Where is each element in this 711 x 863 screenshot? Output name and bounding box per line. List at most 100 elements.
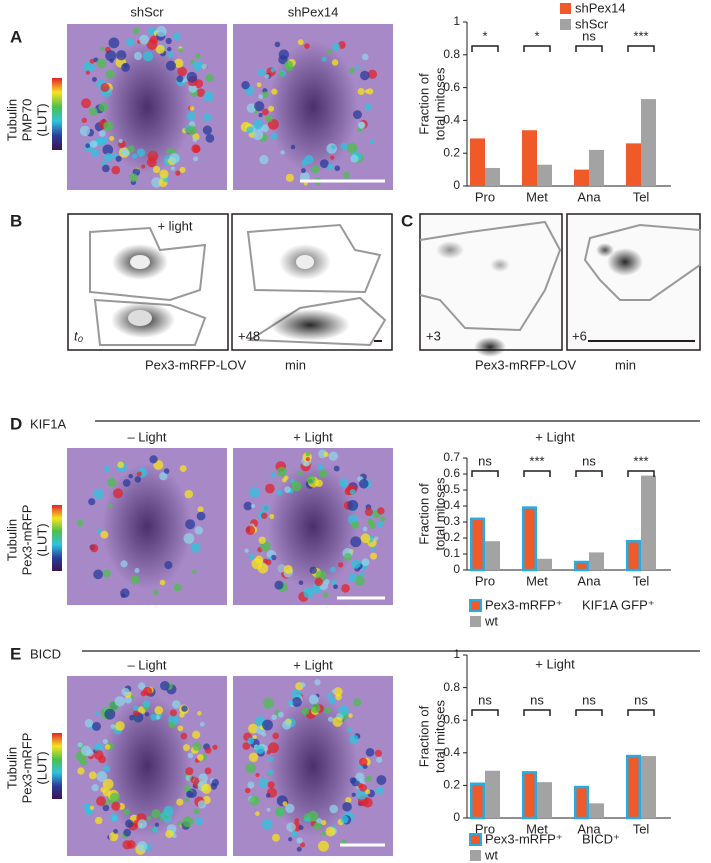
signal-spot bbox=[199, 721, 205, 727]
signal-spot bbox=[96, 528, 102, 534]
signal-spot bbox=[102, 144, 114, 156]
signal-spot bbox=[279, 71, 284, 77]
signal-spot bbox=[164, 561, 173, 570]
y-tick-label: 0.8 bbox=[443, 680, 460, 694]
y-axis-label: Fraction of bbox=[416, 705, 431, 767]
signal-spot bbox=[358, 757, 368, 767]
signal-spot bbox=[265, 559, 272, 566]
panel-label: E bbox=[10, 644, 21, 663]
signal-spot bbox=[94, 711, 99, 716]
signal-spot bbox=[192, 742, 202, 751]
signal-spot bbox=[274, 41, 281, 48]
spindle bbox=[268, 463, 358, 590]
signal-spot bbox=[246, 126, 254, 134]
signal-spot bbox=[267, 781, 275, 789]
signal-spot bbox=[270, 472, 276, 478]
signal-spot bbox=[100, 787, 106, 793]
signal-spot bbox=[120, 593, 126, 598]
y-tick-label: 0.3 bbox=[443, 514, 460, 528]
signal-spot bbox=[89, 58, 95, 64]
signal-spot bbox=[93, 569, 104, 580]
signal-spot bbox=[354, 575, 365, 586]
signal-spot bbox=[172, 32, 181, 41]
caption-unit: min bbox=[285, 357, 306, 372]
heading: BICD bbox=[30, 646, 61, 661]
legend-label: wt bbox=[484, 847, 498, 862]
signal-spot bbox=[179, 166, 186, 173]
significance-label: * bbox=[534, 28, 539, 43]
signal-spot bbox=[365, 748, 375, 757]
signal-spot bbox=[380, 516, 386, 522]
signal-spot bbox=[369, 139, 375, 144]
signal-spot bbox=[261, 818, 273, 830]
signal-spot bbox=[187, 752, 194, 759]
signal-spot bbox=[190, 542, 201, 553]
y-tick-label: 0 bbox=[453, 562, 460, 576]
cell-image bbox=[231, 213, 393, 351]
signal-spot bbox=[249, 487, 260, 498]
signal-spot bbox=[211, 778, 220, 787]
significance-bracket bbox=[575, 709, 603, 716]
signal-spot bbox=[185, 767, 194, 776]
signal-spot bbox=[276, 466, 287, 477]
signal-spot bbox=[187, 125, 197, 135]
bar bbox=[470, 138, 485, 186]
signal-spot bbox=[126, 38, 135, 47]
signal-spot bbox=[291, 689, 302, 700]
signal-spot bbox=[141, 164, 146, 169]
signal-spot bbox=[331, 59, 339, 66]
signal-spot bbox=[121, 62, 131, 72]
signal-spot bbox=[177, 725, 184, 732]
signal-spot bbox=[331, 689, 337, 694]
chart-subtitle: + Light bbox=[535, 429, 575, 444]
signal-spot bbox=[203, 91, 214, 103]
signal-spot bbox=[143, 686, 153, 697]
signal-spot bbox=[185, 519, 196, 530]
signal-spot bbox=[102, 778, 114, 790]
x-tick-label: Met bbox=[526, 189, 548, 204]
bar bbox=[485, 167, 500, 186]
signal-spot bbox=[242, 742, 251, 750]
signal-spot bbox=[271, 88, 278, 95]
signal-spot bbox=[296, 846, 302, 852]
signal-spot bbox=[202, 112, 212, 122]
y-tick-label: 0.2 bbox=[443, 778, 460, 792]
signal-spot bbox=[205, 73, 214, 82]
signal-spot bbox=[204, 747, 212, 754]
signal-spot bbox=[152, 589, 159, 596]
signal-spot bbox=[338, 705, 349, 716]
y-axis-label: Fraction of bbox=[416, 483, 431, 545]
signal-spot bbox=[329, 804, 338, 814]
panel-label: B bbox=[10, 211, 22, 230]
signal-spot bbox=[321, 820, 327, 826]
panel-label: A bbox=[10, 27, 22, 46]
signal-spot bbox=[376, 520, 384, 528]
signal-spot bbox=[93, 750, 104, 760]
signal-spot bbox=[104, 708, 116, 720]
signal-spot bbox=[255, 773, 260, 778]
legend-label: Pex3-mRFP⁺ bbox=[485, 597, 563, 612]
bar bbox=[626, 143, 641, 186]
signal-spot bbox=[85, 143, 91, 149]
micrograph bbox=[233, 448, 393, 605]
signal-spot bbox=[79, 757, 88, 766]
signal-spot bbox=[188, 84, 197, 93]
signal-spot bbox=[118, 138, 123, 144]
signal-spot bbox=[88, 498, 96, 506]
signal-spot bbox=[257, 68, 266, 77]
signal-spot bbox=[103, 765, 111, 773]
signal-spot bbox=[159, 472, 168, 481]
side-label: (LUT) bbox=[34, 103, 49, 136]
signal-spot bbox=[81, 117, 87, 123]
y-axis-label: total mitoses bbox=[432, 477, 447, 550]
signal-spot bbox=[202, 125, 212, 135]
image-title: – Light bbox=[127, 429, 166, 444]
signal-spot bbox=[349, 488, 356, 495]
signal-spot bbox=[263, 698, 274, 709]
side-label: Pex3-mRFP bbox=[19, 505, 34, 576]
signal-spot bbox=[134, 476, 142, 483]
signal-spot bbox=[81, 98, 91, 109]
signal-spot bbox=[115, 721, 125, 731]
signal-spot bbox=[132, 710, 139, 717]
signal-spot bbox=[333, 687, 343, 697]
